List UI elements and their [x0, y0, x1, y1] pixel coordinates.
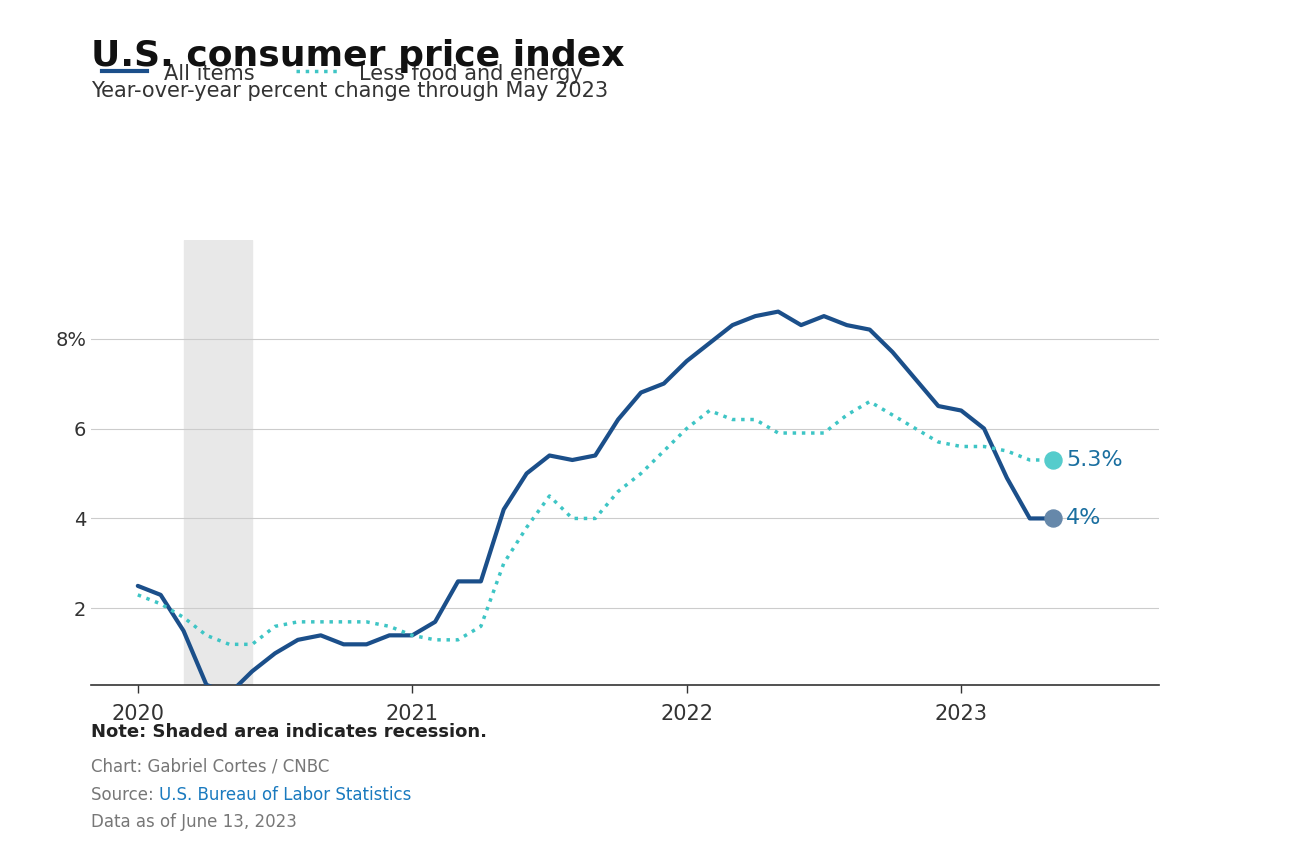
Legend: All items, Less food and energy: All items, Less food and energy — [102, 63, 582, 84]
Bar — [184, 240, 253, 685]
Point — [1042, 512, 1062, 526]
Text: Source:: Source: — [91, 786, 159, 804]
Text: 4%: 4% — [1066, 508, 1101, 528]
Text: Note: Shaded area indicates recession.: Note: Shaded area indicates recession. — [91, 723, 487, 741]
Text: U.S. consumer price index: U.S. consumer price index — [91, 39, 625, 73]
Point — [1042, 453, 1062, 467]
Text: Chart: Gabriel Cortes / CNBC: Chart: Gabriel Cortes / CNBC — [91, 758, 329, 776]
Text: Data as of June 13, 2023: Data as of June 13, 2023 — [91, 813, 297, 831]
Text: Year-over-year percent change through May 2023: Year-over-year percent change through Ma… — [91, 81, 608, 101]
Text: 5.3%: 5.3% — [1066, 450, 1124, 470]
Text: U.S. Bureau of Labor Statistics: U.S. Bureau of Labor Statistics — [159, 786, 411, 804]
